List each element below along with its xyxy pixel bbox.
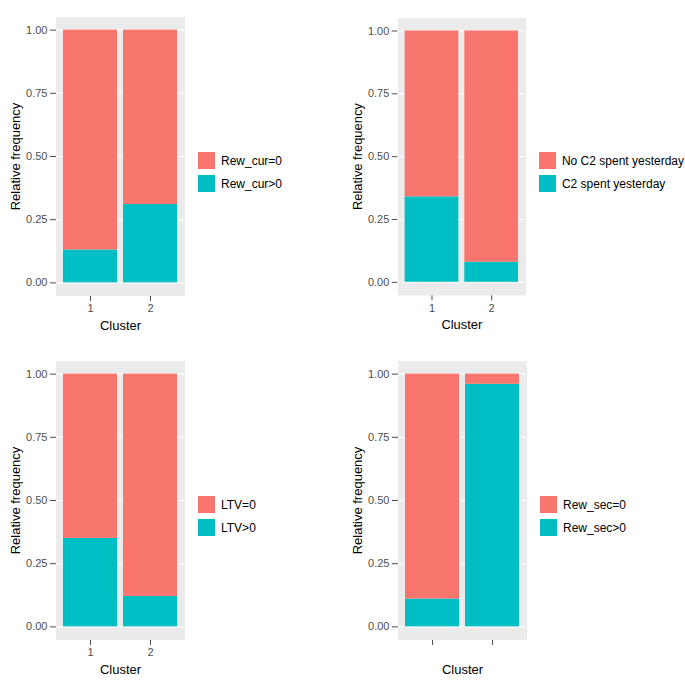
- svg-text:Cluster: Cluster: [100, 318, 142, 333]
- html-text:Rew_sec=0: Rew_sec=0: [563, 497, 626, 512]
- svg-text:Relative frequency: Relative frequency: [350, 103, 365, 210]
- svg-text:0.25: 0.25: [26, 213, 47, 225]
- html-text:Rew_cur>0: Rew_cur>0: [221, 176, 282, 191]
- svg-text:1: 1: [429, 302, 435, 314]
- svg-text:0.50: 0.50: [26, 494, 47, 506]
- html-text:C2 spent yesterday: C2 spent yesterday: [561, 176, 666, 191]
- svg-text:0.25: 0.25: [26, 557, 47, 569]
- svg-text:0.00: 0.00: [368, 620, 389, 632]
- svg-text:0.75: 0.75: [368, 87, 389, 99]
- svg-text:Relative frequency: Relative frequency: [350, 446, 365, 554]
- svg-text:0.00: 0.00: [26, 620, 47, 632]
- svg-text:Cluster: Cluster: [441, 317, 483, 332]
- html-text:LTV>0: LTV>0: [221, 520, 256, 535]
- svg-text:0.75: 0.75: [26, 87, 47, 99]
- svg-text:0.50: 0.50: [368, 150, 389, 162]
- svg-text:2: 2: [147, 646, 153, 658]
- svg-text:0.50: 0.50: [368, 494, 389, 506]
- html-text:Rew_cur=0: Rew_cur=0: [221, 153, 282, 168]
- svg-text:0.25: 0.25: [368, 213, 389, 225]
- svg-text:1.00: 1.00: [26, 368, 47, 380]
- html-text:LTV=0: LTV=0: [221, 497, 256, 512]
- svg-text:Cluster: Cluster: [442, 662, 484, 677]
- svg-text:2: 2: [147, 302, 153, 314]
- svg-text:0.75: 0.75: [368, 431, 389, 443]
- html-text:Rew_sec>0: Rew_sec>0: [563, 520, 626, 535]
- svg-text:0.00: 0.00: [368, 276, 389, 288]
- svg-text:1: 1: [87, 646, 93, 658]
- html-text:No C2 spent yesterday: No C2 spent yesterday: [561, 153, 684, 168]
- svg-text:0.00: 0.00: [26, 276, 47, 288]
- svg-text:Relative frequency: Relative frequency: [8, 446, 23, 554]
- svg-text:Relative frequency: Relative frequency: [8, 102, 23, 210]
- svg-text:Cluster: Cluster: [100, 662, 142, 677]
- svg-text:1.00: 1.00: [26, 24, 47, 36]
- svg-text:0.75: 0.75: [26, 431, 47, 443]
- svg-text:1: 1: [87, 302, 93, 314]
- svg-text:0.50: 0.50: [26, 150, 47, 162]
- svg-text:2: 2: [489, 302, 495, 314]
- svg-text:0.25: 0.25: [368, 557, 389, 569]
- svg-text:1.00: 1.00: [368, 368, 389, 380]
- svg-text:1.00: 1.00: [368, 24, 389, 36]
